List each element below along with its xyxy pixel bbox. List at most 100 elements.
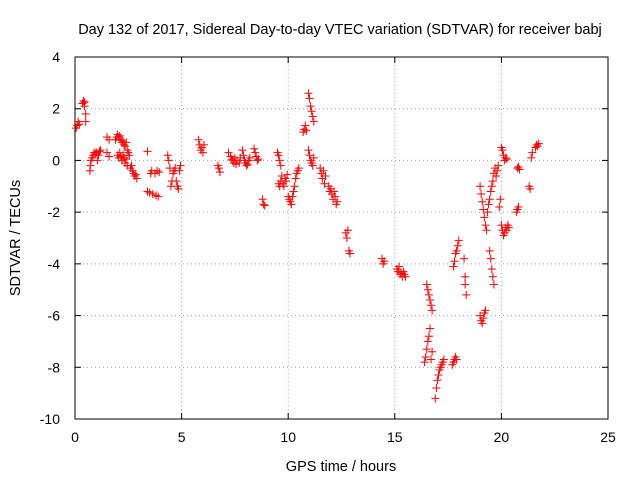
data-point <box>238 146 247 155</box>
chart-title: Day 132 of 2017, Sidereal Day-to-day VTE… <box>78 22 602 38</box>
y-tick-label: -2 <box>48 204 61 220</box>
x-tick-label: 0 <box>71 429 79 445</box>
data-point <box>198 148 207 157</box>
data-point <box>420 358 429 367</box>
data-point <box>172 177 181 186</box>
data-point <box>477 190 486 199</box>
data-point <box>478 319 487 328</box>
data-point <box>93 156 102 165</box>
data-point <box>307 107 316 116</box>
data-point <box>164 156 173 165</box>
data-point <box>163 151 172 160</box>
data-point <box>102 148 111 157</box>
data-point <box>227 155 236 164</box>
data-point <box>91 149 100 158</box>
data-point <box>155 168 164 177</box>
x-axis-label: GPS time / hours <box>286 459 396 475</box>
y-tick-label: 4 <box>52 49 60 65</box>
data-point <box>301 121 310 130</box>
data-point <box>342 234 351 242</box>
data-point <box>239 151 248 160</box>
data-point <box>132 174 141 183</box>
data-point <box>276 161 285 170</box>
x-tick-label: 15 <box>387 429 403 445</box>
data-point <box>453 241 462 250</box>
data-point <box>494 161 503 170</box>
data-point <box>331 192 340 201</box>
y-tick-label: 0 <box>52 152 60 168</box>
data-point <box>395 262 404 271</box>
data-point <box>431 394 440 403</box>
data-point <box>319 166 328 175</box>
data-point <box>245 153 254 162</box>
data-point <box>148 190 157 199</box>
data-point <box>305 94 314 103</box>
data-point <box>243 160 252 169</box>
data-point <box>279 182 288 191</box>
data-point <box>424 290 433 299</box>
y-tick-label: -10 <box>40 411 60 427</box>
data-point <box>487 265 496 274</box>
data-point <box>321 171 330 180</box>
x-tick-label: 5 <box>178 429 186 445</box>
data-point <box>95 147 104 156</box>
data-point <box>425 324 434 333</box>
data-point <box>308 112 317 121</box>
data-point <box>259 200 268 209</box>
data-point <box>215 168 224 177</box>
data-point <box>428 347 437 356</box>
data-point <box>401 272 410 281</box>
data-point <box>86 161 95 170</box>
data-point <box>131 170 140 179</box>
data-point <box>254 155 263 164</box>
data-point <box>174 184 183 193</box>
data-point <box>260 201 269 210</box>
x-tick-label: 10 <box>280 429 296 445</box>
data-point <box>274 151 283 160</box>
data-point <box>461 280 470 289</box>
data-point <box>532 140 541 149</box>
tick-labels: 0 5 10 15 20 25 -10 -8 -6 -4 -2 0 2 4 <box>40 49 616 445</box>
data-point <box>452 246 461 255</box>
data-point <box>122 155 131 164</box>
data-point <box>483 208 492 217</box>
data-point <box>527 153 536 162</box>
data-point <box>75 120 84 129</box>
data-point <box>81 109 90 118</box>
data-point <box>253 156 262 165</box>
data-point <box>481 221 490 230</box>
data-point <box>304 89 313 98</box>
data-point <box>176 161 185 170</box>
data-point <box>488 272 497 281</box>
data-point <box>534 139 543 148</box>
data-point <box>309 153 318 162</box>
data-point <box>452 355 461 364</box>
data-point <box>320 179 329 188</box>
y-axis-label: SDTVAR / TECUs <box>8 180 24 296</box>
data-point <box>501 153 510 162</box>
data-point <box>423 337 432 346</box>
data-point <box>127 161 136 170</box>
data-point <box>153 166 162 175</box>
data-point <box>194 135 203 144</box>
data-point <box>305 151 314 160</box>
data-point <box>275 156 284 165</box>
data-point <box>80 98 89 107</box>
data-point <box>513 164 522 173</box>
data-point <box>460 254 469 263</box>
data-point <box>290 182 299 191</box>
data-point <box>488 177 497 186</box>
data-point <box>498 146 507 155</box>
data-point <box>422 345 431 354</box>
data-point <box>422 280 431 289</box>
data-point <box>428 306 437 315</box>
data-point <box>96 146 105 155</box>
data-point <box>432 383 441 392</box>
data-point <box>433 376 442 385</box>
x-tick-label: 25 <box>600 429 616 445</box>
data-point <box>304 146 313 155</box>
plot-frame <box>74 56 609 420</box>
data-point <box>478 197 487 206</box>
data-point <box>120 153 129 162</box>
data-point <box>282 177 291 186</box>
